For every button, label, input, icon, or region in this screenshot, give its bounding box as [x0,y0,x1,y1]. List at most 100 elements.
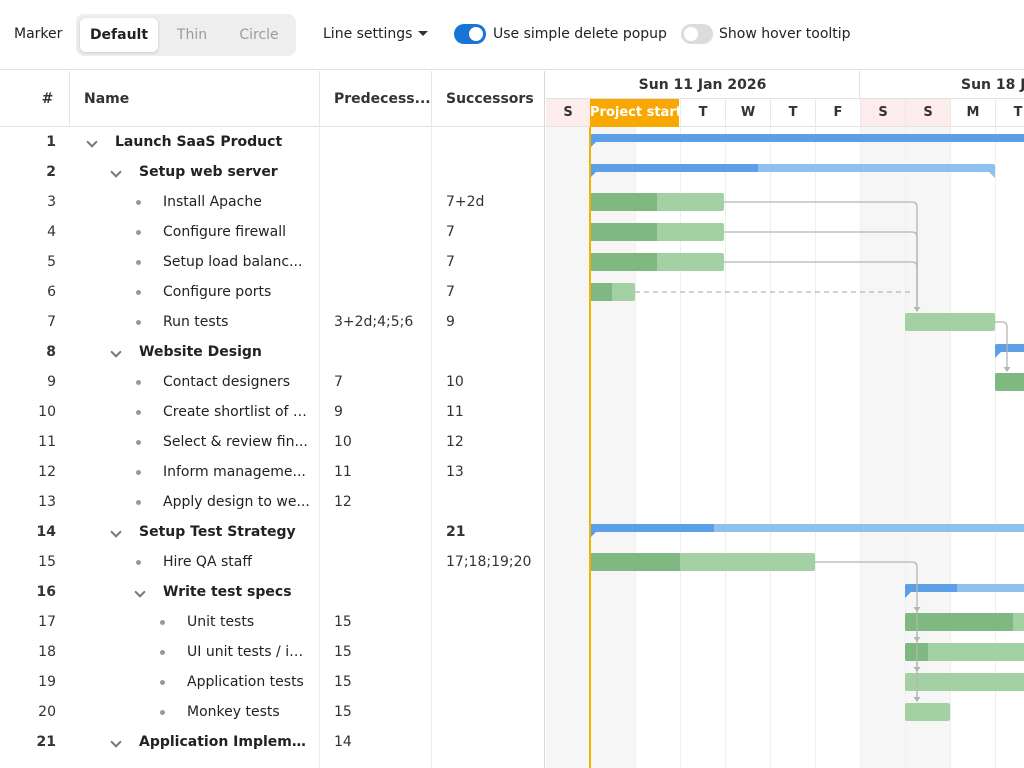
successors-cell[interactable] [446,607,541,637]
marker-option-thin[interactable]: Thin [176,27,208,43]
successors-cell[interactable]: 12 [446,434,464,450]
task-name[interactable]: Write test specs [163,584,292,600]
successors-cell[interactable] [446,637,541,667]
predecessors-cell[interactable]: 10 [334,434,352,450]
task-name[interactable]: Run tests [163,314,229,330]
predecessors-cell[interactable] [334,157,424,187]
chevron-down-icon[interactable] [110,166,122,178]
dependency-line[interactable] [815,561,918,701]
successors-cell[interactable]: 10 [446,374,464,390]
dependency-line[interactable] [724,201,918,311]
hover-tooltip-toggle[interactable] [681,24,713,44]
successors-cell[interactable] [446,157,541,187]
task-name[interactable]: Launch SaaS Product [115,134,283,150]
task-bar[interactable] [905,313,995,331]
header-predecessors[interactable]: Predecess... [320,71,432,127]
table-row[interactable]: 14 Setup Test Strategy 21 [0,517,544,547]
task-bar[interactable] [995,373,1024,391]
marker-option-default[interactable]: Default [80,18,158,52]
predecessors-cell[interactable]: 12 [334,494,352,510]
table-row[interactable]: 8 Website Design [0,337,544,367]
predecessors-cell[interactable] [334,247,424,277]
table-row[interactable]: 9 Contact designers 7 10 [0,367,544,397]
marker-option-circle[interactable]: Circle [239,27,279,43]
successors-cell[interactable] [446,667,541,697]
task-bar[interactable] [590,283,635,301]
task-bar[interactable] [590,253,724,271]
table-row[interactable]: 13 Apply design to we... 12 [0,487,544,517]
predecessors-cell[interactable]: 15 [334,704,352,720]
task-name[interactable]: Setup web server [139,164,278,180]
successors-cell[interactable]: 11 [446,404,464,420]
table-row[interactable]: 17 Unit tests 15 [0,607,544,637]
chevron-down-icon[interactable] [110,526,122,538]
table-row[interactable]: 21 Application Impleme... 14 [0,727,544,757]
successors-cell[interactable]: 17;18;19;20 [446,554,532,570]
table-row[interactable]: 11 Select & review fin... 10 12 [0,427,544,457]
chevron-down-icon[interactable] [110,736,122,748]
table-row[interactable]: 4 Configure firewall 7 [0,217,544,247]
task-name[interactable]: Inform manageme... [163,464,306,480]
project-start-line[interactable] [589,127,591,768]
predecessors-cell[interactable]: 11 [334,464,352,480]
predecessors-cell[interactable]: 7 [334,374,343,390]
dependency-line[interactable] [995,321,1008,371]
header-number[interactable]: # [0,71,70,127]
table-row[interactable]: 12 Inform manageme... 11 13 [0,457,544,487]
predecessors-cell[interactable] [334,517,424,547]
task-name[interactable]: Unit tests [187,614,255,630]
table-row[interactable]: 1 Launch SaaS Product [0,127,544,157]
table-row[interactable]: 7 Run tests 3+2d;4;5;6 9 [0,307,544,337]
task-name[interactable]: Configure firewall [163,224,286,240]
successors-cell[interactable] [446,727,541,757]
predecessors-cell[interactable]: 15 [334,614,352,630]
task-name[interactable]: Hire QA staff [163,554,252,570]
table-row[interactable]: 20 Monkey tests 15 [0,697,544,727]
task-name[interactable]: Website Design [139,344,262,360]
task-name[interactable]: Monkey tests [187,704,280,720]
summary-task-bar[interactable] [905,584,1024,598]
successors-cell[interactable]: 7 [446,254,455,270]
predecessors-cell[interactable] [334,547,424,577]
summary-task-bar[interactable] [995,344,1024,358]
task-bar[interactable] [905,703,950,721]
task-name[interactable]: Configure ports [163,284,272,300]
task-name[interactable]: UI unit tests / in... [187,644,310,660]
dependency-line[interactable] [724,231,918,311]
predecessors-cell[interactable] [334,577,424,607]
chevron-down-icon[interactable] [86,136,98,148]
successors-cell[interactable]: 9 [446,314,455,330]
predecessors-cell[interactable]: 9 [334,404,343,420]
predecessors-cell[interactable]: 15 [334,674,352,690]
header-successors[interactable]: Successors [446,91,534,107]
task-name[interactable]: Create shortlist of t... [163,404,310,420]
task-name[interactable]: Application tests [187,674,304,690]
table-row[interactable]: 18 UI unit tests / in... 15 [0,637,544,667]
project-start-label[interactable]: Project start [590,99,682,127]
task-name[interactable]: Application Impleme... [139,734,310,750]
task-bar[interactable] [590,223,724,241]
table-row[interactable]: 15 Hire QA staff 17;18;19;20 [0,547,544,577]
predecessors-cell[interactable] [334,187,424,217]
predecessors-cell[interactable]: 3+2d;4;5;6 [334,314,414,330]
summary-task-bar[interactable] [590,524,1024,538]
task-name[interactable]: Contact designers [163,374,291,390]
table-row[interactable]: 3 Install Apache 7+2d [0,187,544,217]
table-row[interactable]: 2 Setup web server [0,157,544,187]
successors-cell[interactable] [446,577,541,607]
predecessors-cell[interactable] [334,127,424,157]
successors-cell[interactable]: 7+2d [446,194,485,210]
summary-task-bar[interactable] [590,164,995,178]
successors-cell[interactable] [446,487,541,517]
task-bar[interactable] [590,193,724,211]
task-bar[interactable] [905,673,1024,691]
task-name[interactable]: Setup load balanc... [163,254,303,270]
table-row[interactable]: 5 Setup load balanc... 7 [0,247,544,277]
chevron-down-icon[interactable] [134,586,146,598]
task-name[interactable]: Setup Test Strategy [139,524,296,540]
successors-cell[interactable]: 7 [446,284,455,300]
task-name[interactable]: Select & review fin... [163,434,308,450]
simple-delete-toggle[interactable] [454,24,486,44]
predecessors-cell[interactable] [334,337,424,367]
predecessors-cell[interactable] [334,217,424,247]
